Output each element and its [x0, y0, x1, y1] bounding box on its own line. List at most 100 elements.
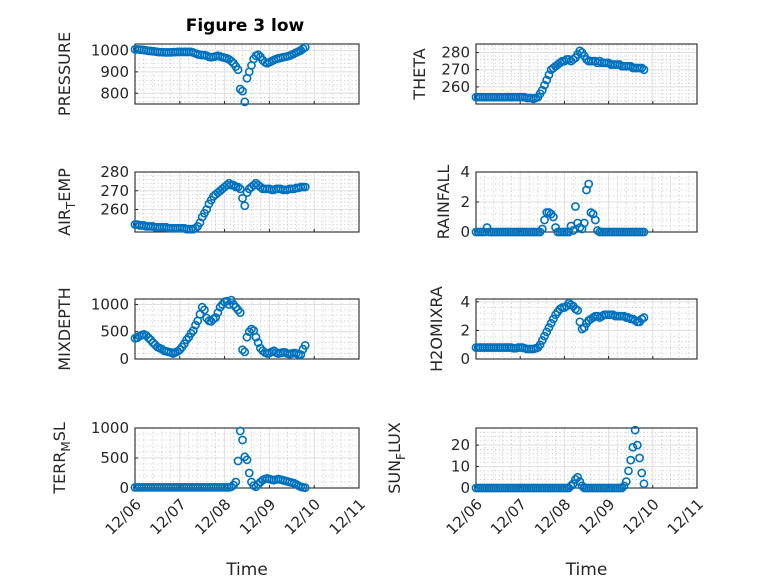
y-tick-label: 280 — [441, 44, 470, 62]
x-tick-label: 12/09 — [236, 495, 279, 538]
data-point — [238, 435, 247, 445]
subplot-7: 0 500 1000 12/06 12/07 12/08 12/09 12/10 12/11 TE… — [50, 419, 369, 580]
y-tick-label: 0 — [119, 479, 129, 497]
series-markers — [130, 178, 310, 234]
y-axis-label: H2OMIXRA — [427, 286, 446, 372]
axes-frame — [475, 43, 698, 105]
data-point — [482, 223, 492, 232]
y-tick-label: 4 — [460, 163, 470, 181]
subplot-4: 0 2 4 RAINFALL — [434, 163, 698, 241]
data-point — [546, 318, 556, 328]
data-point — [233, 65, 243, 75]
data-point — [244, 468, 254, 478]
data-point — [188, 326, 198, 336]
data-point — [148, 338, 158, 348]
data-point — [238, 193, 247, 203]
axes-frame — [134, 298, 360, 360]
data-point — [242, 455, 252, 465]
series-markers — [471, 425, 649, 493]
data-point — [300, 182, 310, 192]
y-tick-label: 270 — [441, 61, 470, 79]
x-tick-label: 12/11 — [326, 495, 369, 538]
y-tick-label: 20 — [451, 436, 470, 454]
subplot-6: 0 2 4 H2OMIXRA — [427, 286, 698, 372]
y-tick-label: 280 — [100, 163, 129, 181]
data-point — [535, 340, 545, 350]
series-markers — [471, 298, 649, 354]
y-tick-label: 500 — [100, 449, 129, 467]
data-point — [544, 323, 554, 332]
data-point — [253, 338, 263, 348]
x-tick-label: 12/11 — [664, 495, 707, 538]
data-point — [639, 479, 649, 489]
x-tick-label: 12/08 — [191, 495, 234, 538]
y-axis-label: TERRMSL — [50, 422, 73, 495]
x-tick-label: 12/10 — [281, 495, 324, 538]
data-point — [231, 477, 241, 487]
y-tick-label: 260 — [100, 201, 129, 219]
y-tick-label: 1000 — [91, 295, 129, 313]
data-point — [226, 482, 236, 492]
data-point — [639, 227, 649, 237]
data-point — [540, 80, 549, 90]
x-axis-label: Time — [565, 560, 608, 580]
y-tick-label: 800 — [100, 84, 129, 102]
y-tick-label: 260 — [441, 78, 470, 96]
series-markers — [471, 46, 649, 104]
data-point — [242, 332, 252, 342]
y-tick-label: 1000 — [91, 41, 129, 59]
y-axis-label: MIXDEPTH — [55, 287, 74, 370]
y-tick-label: 0 — [460, 223, 470, 241]
x-tick-label: 12/06 — [102, 495, 145, 538]
data-point — [630, 425, 640, 435]
data-point — [637, 63, 647, 73]
data-point — [238, 345, 247, 355]
data-point — [566, 481, 576, 491]
data-point — [617, 483, 627, 493]
data-point — [555, 58, 565, 68]
y-tick-label: 10 — [451, 458, 470, 476]
data-point — [575, 46, 585, 56]
data-point — [632, 440, 642, 450]
y-tick-label: 900 — [100, 63, 129, 81]
subplot-5: 0 500 1000 MIXDEPTH — [55, 287, 360, 371]
data-point — [537, 224, 547, 234]
y-axis-label: AIRTEMP — [55, 168, 78, 236]
data-point — [548, 212, 558, 222]
data-point — [544, 70, 554, 80]
data-point — [540, 215, 549, 225]
data-point — [200, 305, 209, 315]
data-point — [584, 179, 594, 189]
data-point — [226, 56, 236, 66]
data-point — [542, 75, 552, 85]
x-tick-label: 12/06 — [443, 495, 486, 538]
x-tick-label: 12/07 — [146, 495, 189, 538]
data-point — [573, 306, 583, 315]
data-point — [251, 482, 261, 492]
axes-frame — [134, 171, 360, 233]
subplot-8: 0 10 20 12/06 12/07 12/08 12/09 12/10 12/11 SUNFL… — [385, 422, 707, 580]
y-tick-label: 0 — [460, 350, 470, 368]
data-point — [191, 223, 200, 233]
data-point — [240, 201, 250, 211]
data-point — [537, 336, 547, 345]
y-tick-label: 4 — [460, 293, 470, 311]
y-axis-label: THETA — [410, 48, 429, 100]
data-point — [573, 472, 583, 482]
data-point — [300, 340, 310, 350]
axes-frame — [475, 427, 698, 489]
data-point — [300, 42, 310, 52]
data-point — [619, 481, 629, 491]
data-point — [233, 182, 243, 192]
y-tick-label: 270 — [100, 182, 129, 200]
x-tick-label: 12/10 — [619, 495, 662, 538]
data-point — [537, 85, 547, 95]
y-tick-label: 1000 — [91, 419, 129, 437]
x-axis-label: Time — [225, 560, 268, 580]
data-point — [637, 468, 647, 478]
data-point — [540, 331, 549, 341]
data-point — [213, 308, 223, 318]
